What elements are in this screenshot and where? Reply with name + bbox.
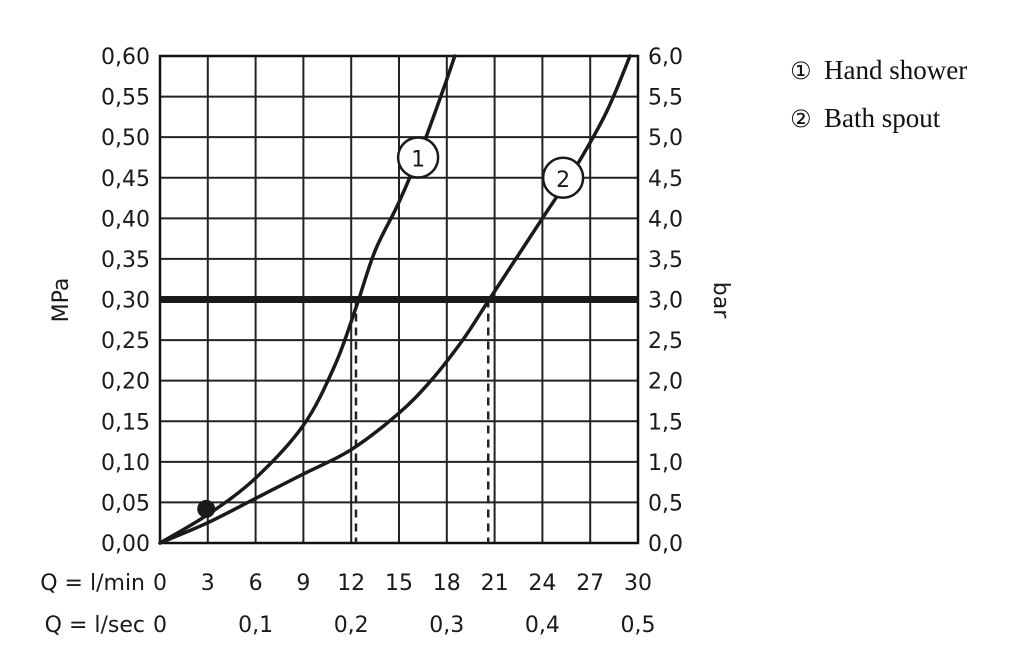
y-right-axis-label: bar <box>708 282 733 319</box>
y-left-tick-label: 0,40 <box>101 207 150 232</box>
y-left-tick-label: 0,20 <box>101 370 150 395</box>
tick-labels: 0,000,050,100,150,200,250,300,350,400,45… <box>40 45 733 638</box>
y-right-tick-label: 5,5 <box>648 86 683 111</box>
x-lmin-tick-label: 0 <box>153 571 167 596</box>
legend-item-2: ② Bath spout <box>790 100 967 148</box>
x-lmin-tick-label: 9 <box>296 571 310 596</box>
y-left-tick-label: 0,10 <box>101 451 150 476</box>
y-left-tick-label: 0,15 <box>101 410 150 435</box>
x-lmin-tick-label: 6 <box>249 571 263 596</box>
x-lsec-axis-label: Q = l/sec <box>45 613 145 638</box>
y-right-tick-label: 1,5 <box>648 410 683 435</box>
x-lmin-tick-label: 21 <box>481 571 509 596</box>
legend-marker: ② <box>790 105 812 133</box>
legend-marker: ① <box>790 57 812 85</box>
y-left-tick-label: 0,35 <box>101 248 150 273</box>
y-right-tick-label: 4,5 <box>648 167 683 192</box>
y-left-tick-label: 0,00 <box>101 532 150 557</box>
y-left-tick-label: 0,55 <box>101 86 150 111</box>
y-right-tick-label: 2,5 <box>648 329 683 354</box>
y-left-tick-label: 0,50 <box>101 126 150 151</box>
y-right-tick-label: 0,5 <box>648 491 683 516</box>
legend-label: Bath spout <box>824 103 941 133</box>
y-right-tick-label: 1,0 <box>648 451 683 476</box>
legend: ① Hand shower ② Bath spout <box>790 52 967 148</box>
y-right-tick-label: 6,0 <box>648 45 683 70</box>
y-right-tick-label: 0,0 <box>648 532 683 557</box>
x-lmin-tick-label: 15 <box>385 571 413 596</box>
curves: 12 <box>158 54 638 545</box>
x-lsec-tick-label: 0,1 <box>238 613 273 638</box>
x-lsec-tick-label: 0,2 <box>334 613 369 638</box>
y-right-tick-label: 3,0 <box>648 289 683 314</box>
series-2-badge <box>541 156 585 199</box>
legend-item-1: ① Hand shower <box>790 52 967 100</box>
y-left-tick-label: 0,25 <box>101 329 150 354</box>
series-1-badge-label: 1 <box>411 147 425 172</box>
y-right-tick-label: 5,0 <box>648 126 683 151</box>
y-left-tick-label: 0,05 <box>101 491 150 516</box>
x-lsec-tick-label: 0 <box>153 613 167 638</box>
x-lsec-tick-label: 0,5 <box>621 613 656 638</box>
x-lmin-tick-label: 3 <box>201 571 215 596</box>
x-lmin-tick-label: 18 <box>433 571 461 596</box>
start-point-marker <box>197 499 216 518</box>
y-right-tick-label: 4,0 <box>648 207 683 232</box>
series-2-badge-label: 2 <box>556 168 570 193</box>
y-right-tick-label: 3,5 <box>648 248 683 273</box>
x-lmin-tick-label: 24 <box>528 571 556 596</box>
x-lmin-tick-label: 27 <box>576 571 604 596</box>
y-right-tick-label: 2,0 <box>648 370 683 395</box>
y-left-tick-label: 0,30 <box>101 289 150 314</box>
y-left-tick-label: 0,45 <box>101 167 150 192</box>
x-lsec-tick-label: 0,3 <box>429 613 464 638</box>
series-1-line <box>158 54 457 545</box>
legend-label: Hand shower <box>824 55 968 85</box>
x-lmin-tick-label: 12 <box>337 571 365 596</box>
y-left-axis-label: MPa <box>49 278 74 323</box>
series-1-badge <box>396 136 440 179</box>
x-lmin-tick-label: 30 <box>624 571 652 596</box>
x-lmin-axis-label: Q = l/min <box>40 571 145 596</box>
y-left-tick-label: 0,60 <box>101 45 150 70</box>
x-lsec-tick-label: 0,4 <box>525 613 560 638</box>
